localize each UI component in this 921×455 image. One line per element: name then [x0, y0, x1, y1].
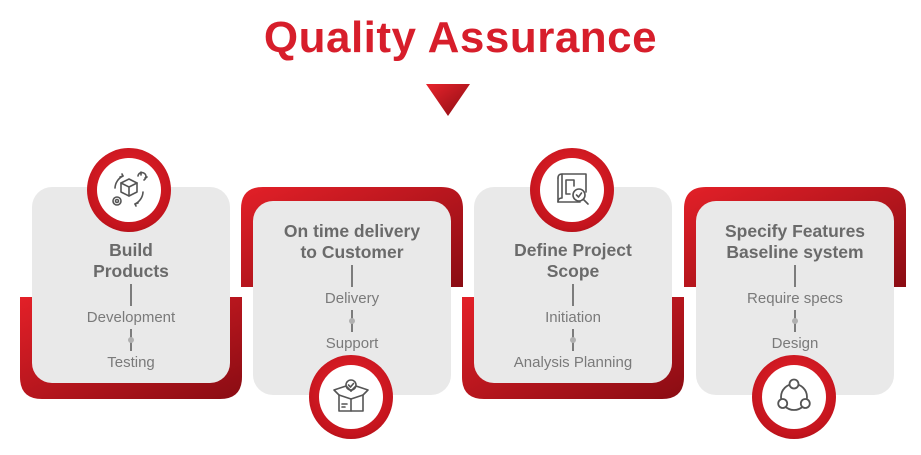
- network-cycle-icon: [777, 378, 811, 411]
- card-specify-features: Specify Features Baseline system Require…: [684, 187, 906, 399]
- stage-label: Initiation: [545, 309, 601, 326]
- stage-label: Require specs: [747, 290, 843, 307]
- connector-line: [572, 284, 574, 306]
- card-build-products: Build Products Development Testing: [20, 187, 242, 399]
- connector-line: [792, 310, 798, 332]
- stage-label: Analysis Planning: [513, 354, 633, 371]
- delivery-box-icon-badge: [309, 355, 393, 439]
- card-define-project-scope: Define Project Scope Initiation Analysis…: [462, 187, 684, 399]
- connector-line: [130, 284, 132, 306]
- build-products-icon-badge: [87, 148, 171, 232]
- down-arrow-icon: [426, 84, 470, 116]
- stage-label: Support: [325, 335, 379, 352]
- card-frame: [684, 187, 906, 395]
- connector-line: [351, 265, 353, 287]
- connector-line: [128, 329, 134, 351]
- card-on-time-delivery: On time delivery to Customer Delivery Su…: [241, 187, 463, 399]
- page-title: Quality Assurance: [263, 13, 658, 62]
- blueprint-magnifier-icon-badge: [530, 148, 614, 232]
- stage-label: Delivery: [324, 290, 380, 307]
- network-cycle-icon-badge: [752, 355, 836, 439]
- blueprint-magnifier-icon: [557, 173, 589, 205]
- connector-line: [570, 329, 576, 351]
- connector-line: [349, 310, 355, 332]
- delivery-box-icon: [333, 379, 369, 412]
- card-frame: [241, 187, 463, 395]
- build-products-icon: [112, 171, 148, 207]
- stage-label: Development: [86, 309, 176, 326]
- card-heading: Specify Features Baseline system: [724, 221, 866, 262]
- card-heading: Define Project Scope: [514, 240, 632, 281]
- card-heading: On time delivery to Customer: [283, 221, 421, 262]
- stage-label: Design: [771, 335, 819, 352]
- connector-line: [794, 265, 796, 287]
- card-heading: Build Products: [93, 240, 169, 281]
- stage-label: Testing: [107, 354, 155, 371]
